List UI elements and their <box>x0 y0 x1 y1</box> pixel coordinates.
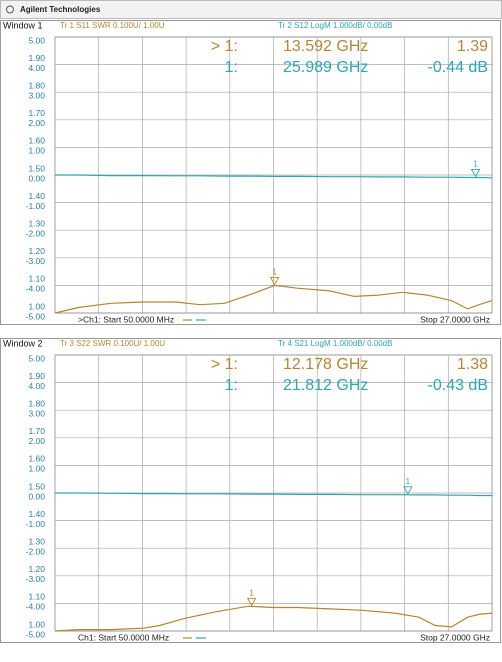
swr-scale-label: 1.70 <box>28 108 45 118</box>
start-frequency: Ch1: Start 50.0000 MHz <box>78 632 169 642</box>
db-scale-label: -4.00 <box>26 602 46 612</box>
marker-number: 1 <box>406 477 411 486</box>
window-title: Window 2 <box>3 338 43 348</box>
marker-number: 1 <box>272 268 277 277</box>
trace <box>54 605 493 632</box>
marker-value: 1.38 <box>457 356 488 373</box>
marker-prefix: 1: <box>225 377 238 394</box>
db-scale-label: 2.00 <box>28 118 45 128</box>
swr-scale-label: 1.80 <box>28 398 45 408</box>
marker-triangle <box>470 169 481 178</box>
trace-b-setup: Tr 4 S21 LogM 1.000dB/ 0.00dB <box>278 339 392 348</box>
marker-value: -0.43 dB <box>428 377 488 394</box>
swr-scale-label: 1.70 <box>28 426 45 436</box>
db-scale-label: 3.00 <box>28 90 45 100</box>
swr-scale-label: 1.50 <box>28 481 45 491</box>
marker-number: 1 <box>249 588 254 597</box>
window-frame <box>0 338 501 643</box>
db-scale-label: -1.00 <box>26 201 46 211</box>
trace <box>55 492 492 497</box>
swr-scale-label: 1.20 <box>28 246 45 256</box>
swr-scale-label: 1.90 <box>28 371 45 381</box>
db-scale-label: 3.00 <box>28 408 45 418</box>
marker-frequency: 12.178 GHz <box>283 356 368 373</box>
db-scale-label: -2.00 <box>26 228 46 238</box>
trace <box>54 284 493 314</box>
window-frame <box>0 20 501 325</box>
db-scale-label: -5.00 <box>26 629 46 639</box>
marker-number: 1 <box>473 160 478 169</box>
trace-a-setup: Tr 3 S22 SWR 0.100U/ 1.00U <box>60 339 165 348</box>
logo <box>6 5 14 14</box>
marker-triangle <box>269 276 280 286</box>
swr-scale-label: 1.80 <box>28 80 45 90</box>
marker-frequency: 13.592 GHz <box>283 38 368 55</box>
swr-scale-label: 1.30 <box>28 536 45 546</box>
marker-triangle <box>246 597 257 607</box>
marker-prefix: 1: <box>225 59 238 76</box>
trace <box>55 174 493 179</box>
stop-frequency: Stop 27.0000 GHz <box>420 314 490 324</box>
swr-scale-label: 1.00 <box>28 619 45 629</box>
db-scale-label: 5.00 <box>28 353 45 363</box>
trace-b-setup: Tr 2 S12 LogM 1.000dB/ 0.00dB <box>278 21 392 30</box>
marker-frequency: 21.812 GHz <box>283 377 368 394</box>
swr-scale-label: 1.30 <box>28 218 45 228</box>
db-scale-label: 1.00 <box>28 146 45 156</box>
db-scale-label: -4.00 <box>26 284 46 294</box>
db-scale-label: -5.00 <box>26 311 46 321</box>
brand: Agilent Technologies <box>20 5 101 14</box>
stop-frequency: Stop 27.0000 GHz <box>420 632 490 642</box>
swr-scale-label: 1.40 <box>28 191 45 201</box>
swr-scale-label: 1.40 <box>28 509 45 519</box>
db-scale-label: 0.00 <box>28 491 45 501</box>
db-scale-label: -2.00 <box>26 546 46 556</box>
swr-scale-label: 1.60 <box>28 454 45 464</box>
window-title: Window 1 <box>3 20 43 30</box>
marker-triangle <box>403 486 413 495</box>
marker-value: -0.44 dB <box>428 59 488 76</box>
db-scale-label: -3.00 <box>26 256 46 266</box>
swr-scale-label: 1.90 <box>28 53 45 63</box>
start-frequency: >Ch1: Start 50.0000 MHz <box>78 314 174 324</box>
db-scale-label: 0.00 <box>28 173 45 183</box>
db-scale-label: -1.00 <box>26 519 46 529</box>
swr-scale-label: 1.00 <box>28 301 45 311</box>
swr-scale-label: 1.20 <box>28 564 45 574</box>
marker-prefix: > 1: <box>211 38 238 55</box>
swr-scale-label: 1.60 <box>28 136 45 146</box>
db-scale-label: 2.00 <box>28 436 45 446</box>
marker-prefix: > 1: <box>211 356 238 373</box>
swr-scale-label: 1.10 <box>28 592 45 602</box>
db-scale-label: -3.00 <box>26 574 46 584</box>
marker-value: 1.39 <box>457 38 488 55</box>
marker-frequency: 25.989 GHz <box>283 59 368 76</box>
db-scale-label: 4.00 <box>28 381 45 391</box>
trace-a-setup: Tr 1 S11 SWR 0.100U/ 1.00U <box>60 21 165 30</box>
db-scale-label: 5.00 <box>28 35 45 45</box>
swr-scale-label: 1.50 <box>28 163 45 173</box>
db-scale-label: 1.00 <box>28 464 45 474</box>
db-scale-label: 4.00 <box>28 63 45 73</box>
swr-scale-label: 1.10 <box>28 274 45 284</box>
